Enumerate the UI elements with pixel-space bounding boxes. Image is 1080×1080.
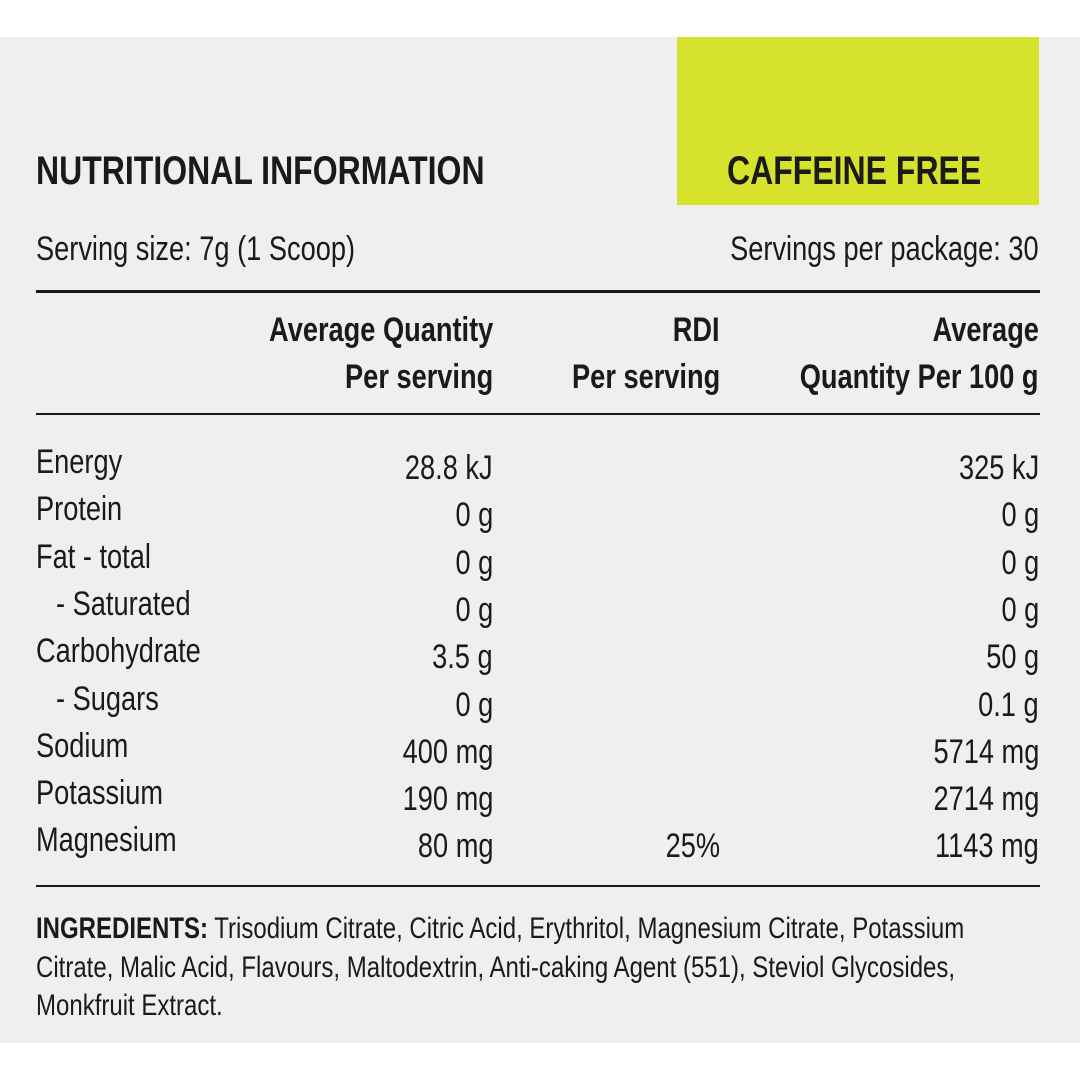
nutrient-name: - Saturated bbox=[56, 584, 191, 623]
rdi-value: 25% bbox=[665, 827, 720, 866]
per-100g-value: 0 g bbox=[1001, 543, 1039, 582]
per-100g-value: 0 g bbox=[1001, 496, 1039, 535]
per-100g-value: 2714 mg bbox=[933, 780, 1039, 819]
per-serving-value: 190 mg bbox=[402, 780, 493, 819]
per-serving-value: 0 g bbox=[455, 590, 493, 629]
badge-box bbox=[677, 37, 1039, 205]
column-header: Per serving bbox=[571, 358, 720, 396]
per-100g-value: 5714 mg bbox=[933, 732, 1039, 771]
per-100g-value: 0 g bbox=[1001, 590, 1039, 629]
per-serving-value: 3.5 g bbox=[432, 638, 494, 677]
nutrient-name: Carbohydrate bbox=[36, 632, 201, 671]
nutrient-name: Protein bbox=[36, 490, 123, 529]
serving-size: Serving size: 7g (1 Scoop) bbox=[36, 230, 356, 268]
nutrient-name: Energy bbox=[36, 443, 123, 481]
column-header: Quantity Per 100 g bbox=[800, 358, 1039, 396]
nutrient-name: Magnesium bbox=[36, 821, 177, 860]
nutrient-name: Sodium bbox=[36, 726, 129, 765]
column-header: Average bbox=[932, 311, 1039, 349]
ingredients-label: INGREDIENTS: bbox=[36, 912, 209, 945]
per-serving-value: 0 g bbox=[455, 496, 493, 535]
per-100g-value: 50 g bbox=[986, 638, 1039, 677]
column-header: Per serving bbox=[344, 358, 493, 396]
per-serving-value: 28.8 kJ bbox=[405, 449, 493, 487]
divider bbox=[36, 885, 1040, 887]
per-serving-value: 400 mg bbox=[402, 732, 493, 771]
divider bbox=[36, 413, 1040, 415]
ingredients: INGREDIENTS: Trisodium Citrate, Citric A… bbox=[36, 910, 1040, 1026]
nutrient-name: - Sugars bbox=[56, 679, 159, 718]
column-header: RDI bbox=[673, 311, 720, 349]
per-serving-value: 80 mg bbox=[417, 827, 493, 866]
per-100g-value: 325 kJ bbox=[958, 449, 1039, 487]
per-serving-value: 0 g bbox=[455, 543, 493, 582]
column-header: Average Quantity bbox=[268, 311, 493, 349]
badge-text: CAFFEINE FREE bbox=[727, 149, 982, 193]
per-serving-value: 0 g bbox=[455, 685, 493, 724]
title: NUTRITIONAL INFORMATION bbox=[36, 149, 485, 193]
ingredients-text: Trisodium Citrate, Citric Acid, Erythrit… bbox=[36, 912, 965, 1022]
nutrient-name: Fat - total bbox=[36, 537, 151, 576]
per-100g-value: 1143 mg bbox=[935, 827, 1039, 866]
servings-per-package: Servings per package: 30 bbox=[730, 230, 1039, 268]
nutrient-name: Potassium bbox=[36, 774, 163, 813]
per-100g-value: 0.1 g bbox=[978, 685, 1040, 724]
divider bbox=[36, 290, 1040, 293]
